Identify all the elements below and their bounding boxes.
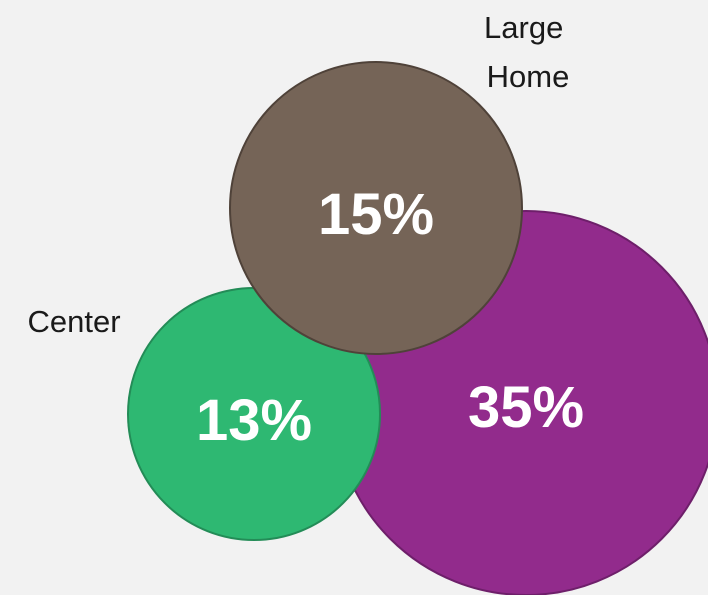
bubble-large-home-value: 15% bbox=[318, 182, 434, 247]
label-center: Center bbox=[27, 304, 120, 339]
bubble-purple-value: 35% bbox=[468, 375, 584, 440]
bubble-center-value: 13% bbox=[196, 388, 312, 453]
label-large-home: Large Home bbox=[484, 10, 572, 94]
bubble-large-home bbox=[229, 61, 523, 355]
